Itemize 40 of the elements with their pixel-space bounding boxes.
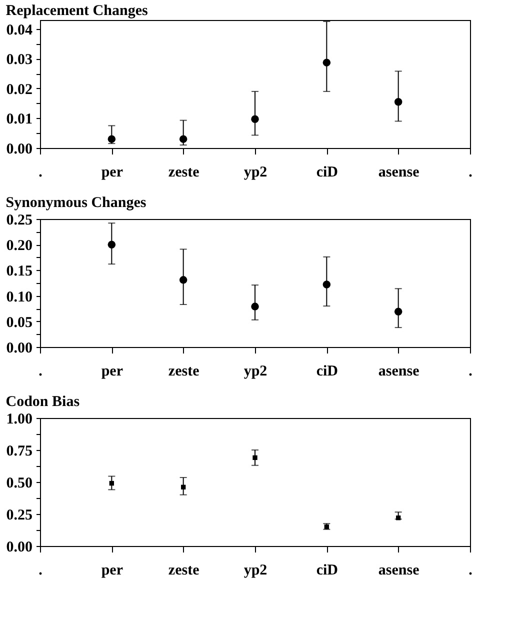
y-tick-label: 0.05 <box>6 314 32 331</box>
x-tick-label: per <box>101 364 124 380</box>
x-tick-label: . <box>38 562 43 578</box>
y-tick-label: 0.75 <box>6 444 32 460</box>
y-tick-label: 0.20 <box>6 238 32 254</box>
y-tick-label: 0.15 <box>6 264 32 280</box>
chart-title: Codon Bias <box>6 394 80 410</box>
x-tick-label: yp2 <box>244 164 268 180</box>
x-tick-label: yp2 <box>244 562 268 578</box>
y-tick-label: 0.01 <box>6 112 32 128</box>
chart-title: Synonymous Changes <box>6 195 146 211</box>
x-tick-label: asense <box>378 164 420 180</box>
chart-title: Replacement Changes <box>6 3 148 19</box>
y-tick-label: 0.25 <box>6 212 32 228</box>
y-tick-label: 0.10 <box>6 289 32 306</box>
x-tick-label: yp2 <box>244 364 268 380</box>
x-tick-label: . <box>38 364 43 380</box>
x-tick-label: . <box>38 164 43 180</box>
x-tick-label: ciD <box>316 164 338 180</box>
x-tick-label: zeste <box>168 562 200 578</box>
x-tick-label: ciD <box>316 562 338 578</box>
x-tick-label: . <box>468 364 473 380</box>
y-tick-label: 0.04 <box>6 22 33 38</box>
x-tick-label: per <box>101 164 124 180</box>
x-tick-label: zeste <box>168 364 200 380</box>
x-tick-label: . <box>468 164 473 180</box>
x-tick-label: per <box>101 562 124 578</box>
y-tick-label: 0.00 <box>6 142 32 158</box>
y-tick-label: 0.50 <box>6 476 32 492</box>
x-tick-label: asense <box>378 364 420 380</box>
y-tick-label: 0.25 <box>6 508 32 524</box>
y-tick-label: 0.00 <box>6 540 32 556</box>
x-tick-label: ciD <box>316 364 338 380</box>
y-tick-label: 1.00 <box>6 412 32 428</box>
y-tick-label: 0.03 <box>6 52 32 68</box>
y-tick-label: 0.00 <box>6 340 32 356</box>
y-tick-label: 0.02 <box>6 82 32 98</box>
x-tick-label: asense <box>378 562 420 578</box>
x-tick-label: . <box>468 562 473 578</box>
x-tick-label: zeste <box>168 164 200 180</box>
